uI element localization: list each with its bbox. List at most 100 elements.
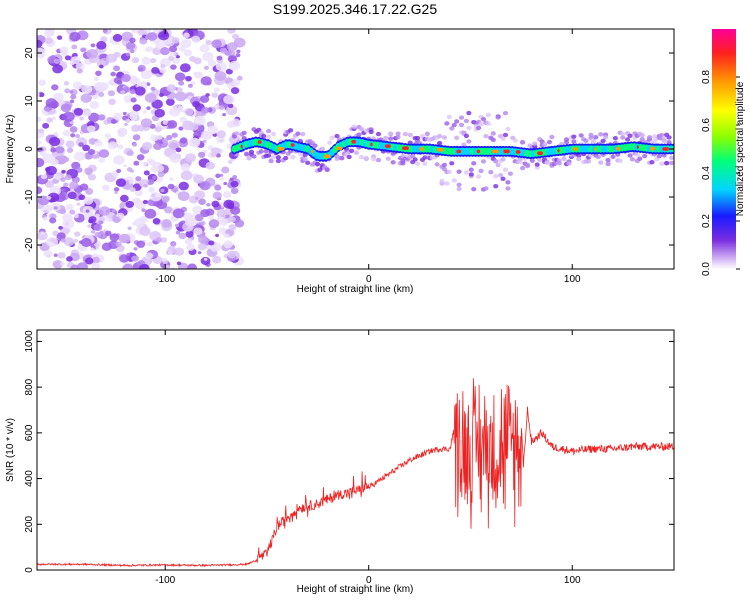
noise-speck <box>199 181 211 191</box>
track-halo <box>490 137 496 143</box>
track-halo <box>244 151 250 157</box>
noise-speck <box>110 119 117 124</box>
noise-speck <box>111 209 116 213</box>
spectrogram-xtick-label: 100 <box>564 274 581 285</box>
noise-speck <box>125 41 136 50</box>
noise-speck <box>180 170 193 181</box>
noise-speck <box>88 112 100 123</box>
track-halo <box>519 139 526 145</box>
noise-speck <box>53 132 59 136</box>
noise-speck <box>175 230 181 235</box>
noise-speck <box>51 84 59 91</box>
track-halo <box>251 154 257 159</box>
track-halo <box>544 160 550 165</box>
noise-speck <box>169 177 174 181</box>
noise-speck <box>46 195 52 200</box>
noise-speck <box>142 199 149 205</box>
noise-speck <box>205 161 215 170</box>
track-halo <box>500 136 506 141</box>
track-halo <box>532 141 538 146</box>
noise-speck <box>208 240 215 246</box>
noise-speck <box>70 94 77 100</box>
noise-speck <box>131 57 140 64</box>
noise-speck <box>53 253 58 257</box>
noise-speck <box>180 39 192 48</box>
noise-speck <box>183 49 193 57</box>
noise-speck <box>52 260 63 269</box>
track-halo <box>334 133 340 139</box>
track-halo <box>314 161 321 167</box>
track-halo <box>287 128 294 133</box>
track-halo <box>617 158 623 164</box>
track-halo <box>456 169 462 174</box>
noise-speck <box>169 153 182 164</box>
noise-speck <box>129 37 136 43</box>
spectrogram-ytick-label: 0 <box>24 146 35 152</box>
noise-speck <box>95 70 102 77</box>
track-halo <box>414 161 421 166</box>
noise-speck <box>48 136 61 147</box>
noise-speck <box>136 240 146 248</box>
track-halo <box>642 153 648 159</box>
track-peak <box>557 148 560 153</box>
noise-speck <box>119 194 129 203</box>
noise-speck <box>180 163 191 172</box>
noise-speck <box>78 194 86 201</box>
noise-speck <box>113 65 121 72</box>
track-halo <box>449 126 455 131</box>
track-peak <box>290 143 295 147</box>
noise-speck <box>75 62 85 71</box>
noise-speck <box>86 48 98 59</box>
noise-speck <box>197 151 206 158</box>
track-peak <box>240 144 243 149</box>
track-halo <box>605 158 611 163</box>
track-halo <box>241 130 247 136</box>
noise-speck <box>152 217 161 225</box>
noise-speck <box>98 149 110 158</box>
noise-speck <box>208 215 214 220</box>
track-halo <box>305 160 311 166</box>
noise-speck <box>90 43 96 48</box>
noise-speck <box>197 251 202 255</box>
noise-speck <box>106 53 118 63</box>
noise-speck <box>202 139 207 143</box>
noise-speck <box>87 173 97 181</box>
noise-speck <box>91 256 101 264</box>
track-halo <box>436 140 443 146</box>
noise-speck <box>129 89 136 95</box>
noise-speck <box>37 39 43 48</box>
track-peak <box>515 150 521 154</box>
noise-speck <box>144 92 157 103</box>
track-halo <box>668 160 674 166</box>
noise-speck <box>191 35 201 43</box>
noise-speck <box>141 208 146 213</box>
track-halo <box>388 131 394 136</box>
track-halo <box>639 133 645 138</box>
track-halo <box>402 131 408 137</box>
noise-speck <box>160 47 170 56</box>
noise-speck <box>216 136 225 144</box>
track-halo <box>561 156 567 162</box>
noise-speck <box>228 60 241 71</box>
noise-speck <box>117 131 126 138</box>
noise-speck <box>126 252 130 256</box>
noise-speck <box>85 257 94 265</box>
noise-speck <box>183 32 190 39</box>
noise-speck <box>162 138 169 144</box>
noise-speck <box>200 76 212 86</box>
noise-speck <box>61 169 66 174</box>
noise-speck <box>162 120 169 125</box>
track-halo <box>556 161 562 166</box>
track-peak <box>257 140 262 144</box>
noise-speck <box>164 264 171 269</box>
track-halo <box>495 115 501 120</box>
noise-speck <box>175 87 183 93</box>
noise-speck <box>211 39 222 49</box>
track-halo <box>356 132 362 137</box>
noise-speck <box>122 263 134 269</box>
noise-speck <box>69 99 75 104</box>
noise-speck <box>179 137 188 144</box>
